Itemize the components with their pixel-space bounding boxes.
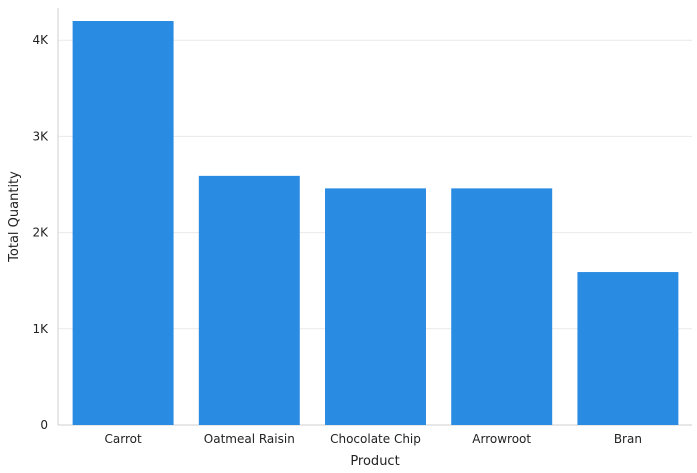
y-tick-label: 3K [32, 129, 49, 143]
bar-arrowroot[interactable] [451, 188, 553, 425]
x-tick-label: Chocolate Chip [330, 432, 421, 446]
x-tick-label: Oatmeal Raisin [204, 432, 295, 446]
y-axis-title: Total Quantity [7, 171, 22, 263]
y-tick-label: 0 [40, 418, 48, 432]
bars [72, 21, 679, 425]
y-tick-label: 4K [32, 33, 49, 47]
bar-carrot[interactable] [72, 21, 174, 425]
y-tick-labels: 0 1K 2K 3K 4K [32, 33, 49, 432]
x-tick-label: Carrot [105, 432, 142, 446]
x-axis-title: Product [350, 454, 399, 469]
y-tick-label: 1K [32, 322, 49, 336]
bar-bran[interactable] [577, 272, 679, 425]
bar-chocolate-chip[interactable] [325, 188, 426, 425]
x-tick-label: Bran [614, 432, 642, 446]
y-tick-label: 2K [32, 226, 49, 240]
bar-oatmeal-raisin[interactable] [198, 175, 300, 425]
x-tick-label: Arrowroot [472, 432, 531, 446]
x-tick-labels: Carrot Oatmeal Raisin Chocolate Chip Arrowr… [105, 432, 642, 446]
